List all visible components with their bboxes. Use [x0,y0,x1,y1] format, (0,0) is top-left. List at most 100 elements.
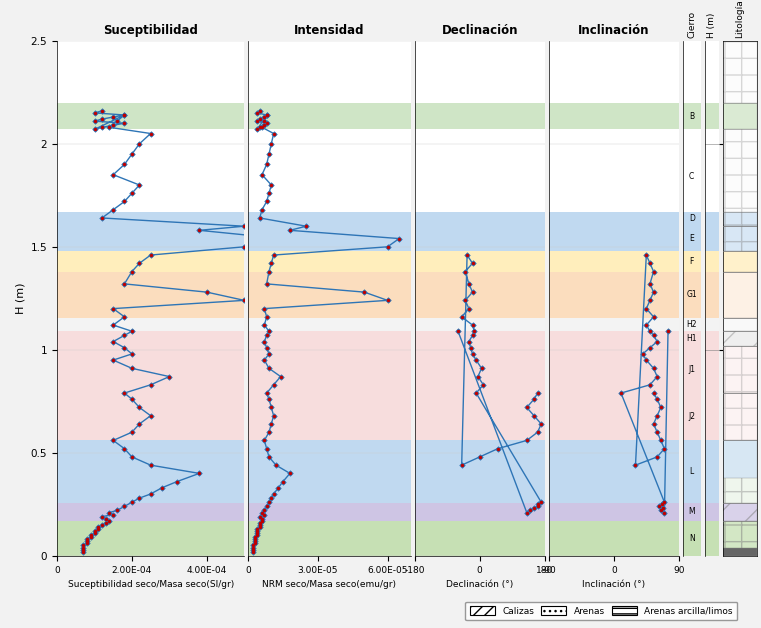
Bar [705,318,719,331]
Bar [723,102,757,129]
Bar [57,271,244,318]
Bar [683,503,701,521]
Bar [683,212,701,226]
Bar [415,251,545,271]
Bar [723,212,757,226]
Bar [57,331,244,345]
Bar [248,345,411,393]
Bar [549,226,679,251]
Bar [415,318,545,331]
Bar [415,521,545,556]
Bar [683,226,701,251]
Bar [57,318,244,331]
Bar [723,345,757,393]
Bar [683,345,701,393]
Bar [705,440,719,503]
Bar [723,41,757,102]
X-axis label: Declinación (°): Declinación (°) [446,580,514,589]
Text: L: L [689,467,694,476]
Bar [723,477,757,503]
Bar [723,251,757,271]
X-axis label: NRM seco/Masa seco(emu/gr): NRM seco/Masa seco(emu/gr) [263,580,396,589]
Bar [248,102,411,129]
Bar [415,331,545,345]
Bar [57,393,244,440]
Bar [248,318,411,331]
Bar [415,393,545,440]
Text: B: B [689,112,694,121]
Text: G1: G1 [686,290,697,299]
Text: M: M [689,507,695,516]
Bar [723,521,757,548]
Bar [723,271,757,318]
Bar [248,226,411,251]
Text: H1: H1 [686,334,697,343]
Bar [683,318,701,331]
Text: N: N [689,534,695,543]
Bar [683,440,701,503]
Bar [705,331,719,345]
X-axis label: Suceptibilidad seco/Masa seco(SI/gr): Suceptibilidad seco/Masa seco(SI/gr) [68,580,234,589]
Bar [248,212,411,226]
Bar [723,129,757,212]
Bar [549,331,679,345]
Bar [248,521,411,556]
Y-axis label: H (m): H (m) [15,283,25,314]
Title: Cierro: Cierro [687,11,696,38]
Bar [705,393,719,440]
Bar [723,331,757,345]
Bar [683,102,701,129]
Bar [549,102,679,129]
Text: D: D [689,215,695,224]
Bar [549,440,679,503]
Bar [415,226,545,251]
Bar [57,345,244,393]
Bar [549,271,679,318]
Bar [723,393,757,440]
Bar [415,102,545,129]
Bar [705,102,719,129]
Bar [549,521,679,556]
Bar [248,440,411,503]
Bar [57,503,244,521]
Bar [57,251,244,271]
Bar [705,345,719,393]
Bar [549,393,679,440]
Bar [57,521,244,556]
Bar [57,212,244,226]
Bar [705,251,719,271]
Bar [415,345,545,393]
Bar [248,331,411,345]
Bar [683,521,701,556]
Bar [705,271,719,318]
Bar [248,503,411,521]
Bar [723,440,757,477]
Title: Intensidad: Intensidad [295,24,365,37]
Bar [705,503,719,521]
Legend: Calizas, Arenas, Arenas arcilla/limos: Calizas, Arenas, Arenas arcilla/limos [465,602,737,620]
Text: J1: J1 [688,365,696,374]
Bar [549,318,679,331]
Bar [549,212,679,226]
Bar [549,345,679,393]
Bar [723,318,757,331]
Bar [248,393,411,440]
Bar [683,331,701,345]
Text: C: C [689,172,694,181]
Bar [57,440,244,503]
Title: Declinación: Declinación [441,24,518,37]
Text: E: E [689,234,694,243]
Bar [705,521,719,556]
Bar [248,271,411,318]
Bar [705,212,719,226]
Bar [683,251,701,271]
Title: Litología: Litología [736,0,744,38]
Bar [415,212,545,226]
Bar [683,393,701,440]
Bar [705,226,719,251]
Bar [248,251,411,271]
X-axis label: Inclinación (°): Inclinación (°) [582,580,645,589]
Bar [415,440,545,503]
Bar [415,503,545,521]
Bar [415,271,545,318]
